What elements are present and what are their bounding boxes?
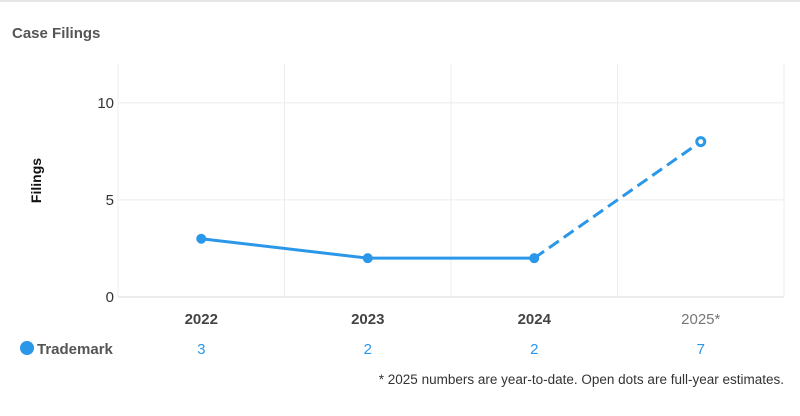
y-axis: 0 5 10 Filings xyxy=(28,95,114,306)
x-tick-label: 2023 xyxy=(351,311,384,328)
x-tick-label: 2022 xyxy=(185,311,218,328)
chart-footnote: * 2025 numbers are year-to-date. Open do… xyxy=(378,372,784,387)
x-tick-label: 2025* xyxy=(681,311,720,328)
legend-dot xyxy=(20,341,34,355)
data-point xyxy=(529,253,540,264)
series-segment xyxy=(201,237,368,260)
data-point-open xyxy=(695,136,707,148)
y-tick-label: 0 xyxy=(106,289,114,306)
legend-label-trademark: Trademark xyxy=(37,341,114,358)
table-value: 2 xyxy=(364,341,372,358)
data-point xyxy=(196,233,207,244)
x-tick-label: 2024 xyxy=(518,311,552,328)
y-tick-label: 5 xyxy=(106,192,114,209)
table-value: 3 xyxy=(197,341,205,358)
y-axis-label: Filings xyxy=(28,158,44,203)
series-segment-dashed xyxy=(533,140,702,260)
data-point xyxy=(362,253,373,264)
series-trademark xyxy=(196,136,707,264)
top-divider xyxy=(0,0,800,2)
table-value: 7 xyxy=(697,341,705,358)
y-tick-label: 10 xyxy=(97,95,114,112)
grid-lines xyxy=(117,64,785,298)
table-value: 2 xyxy=(530,341,538,358)
chart-card-title: Case Filings xyxy=(12,25,101,42)
data-table: 2022 2023 2024 2025* Trademark 3 2 2 7 xyxy=(20,311,721,358)
